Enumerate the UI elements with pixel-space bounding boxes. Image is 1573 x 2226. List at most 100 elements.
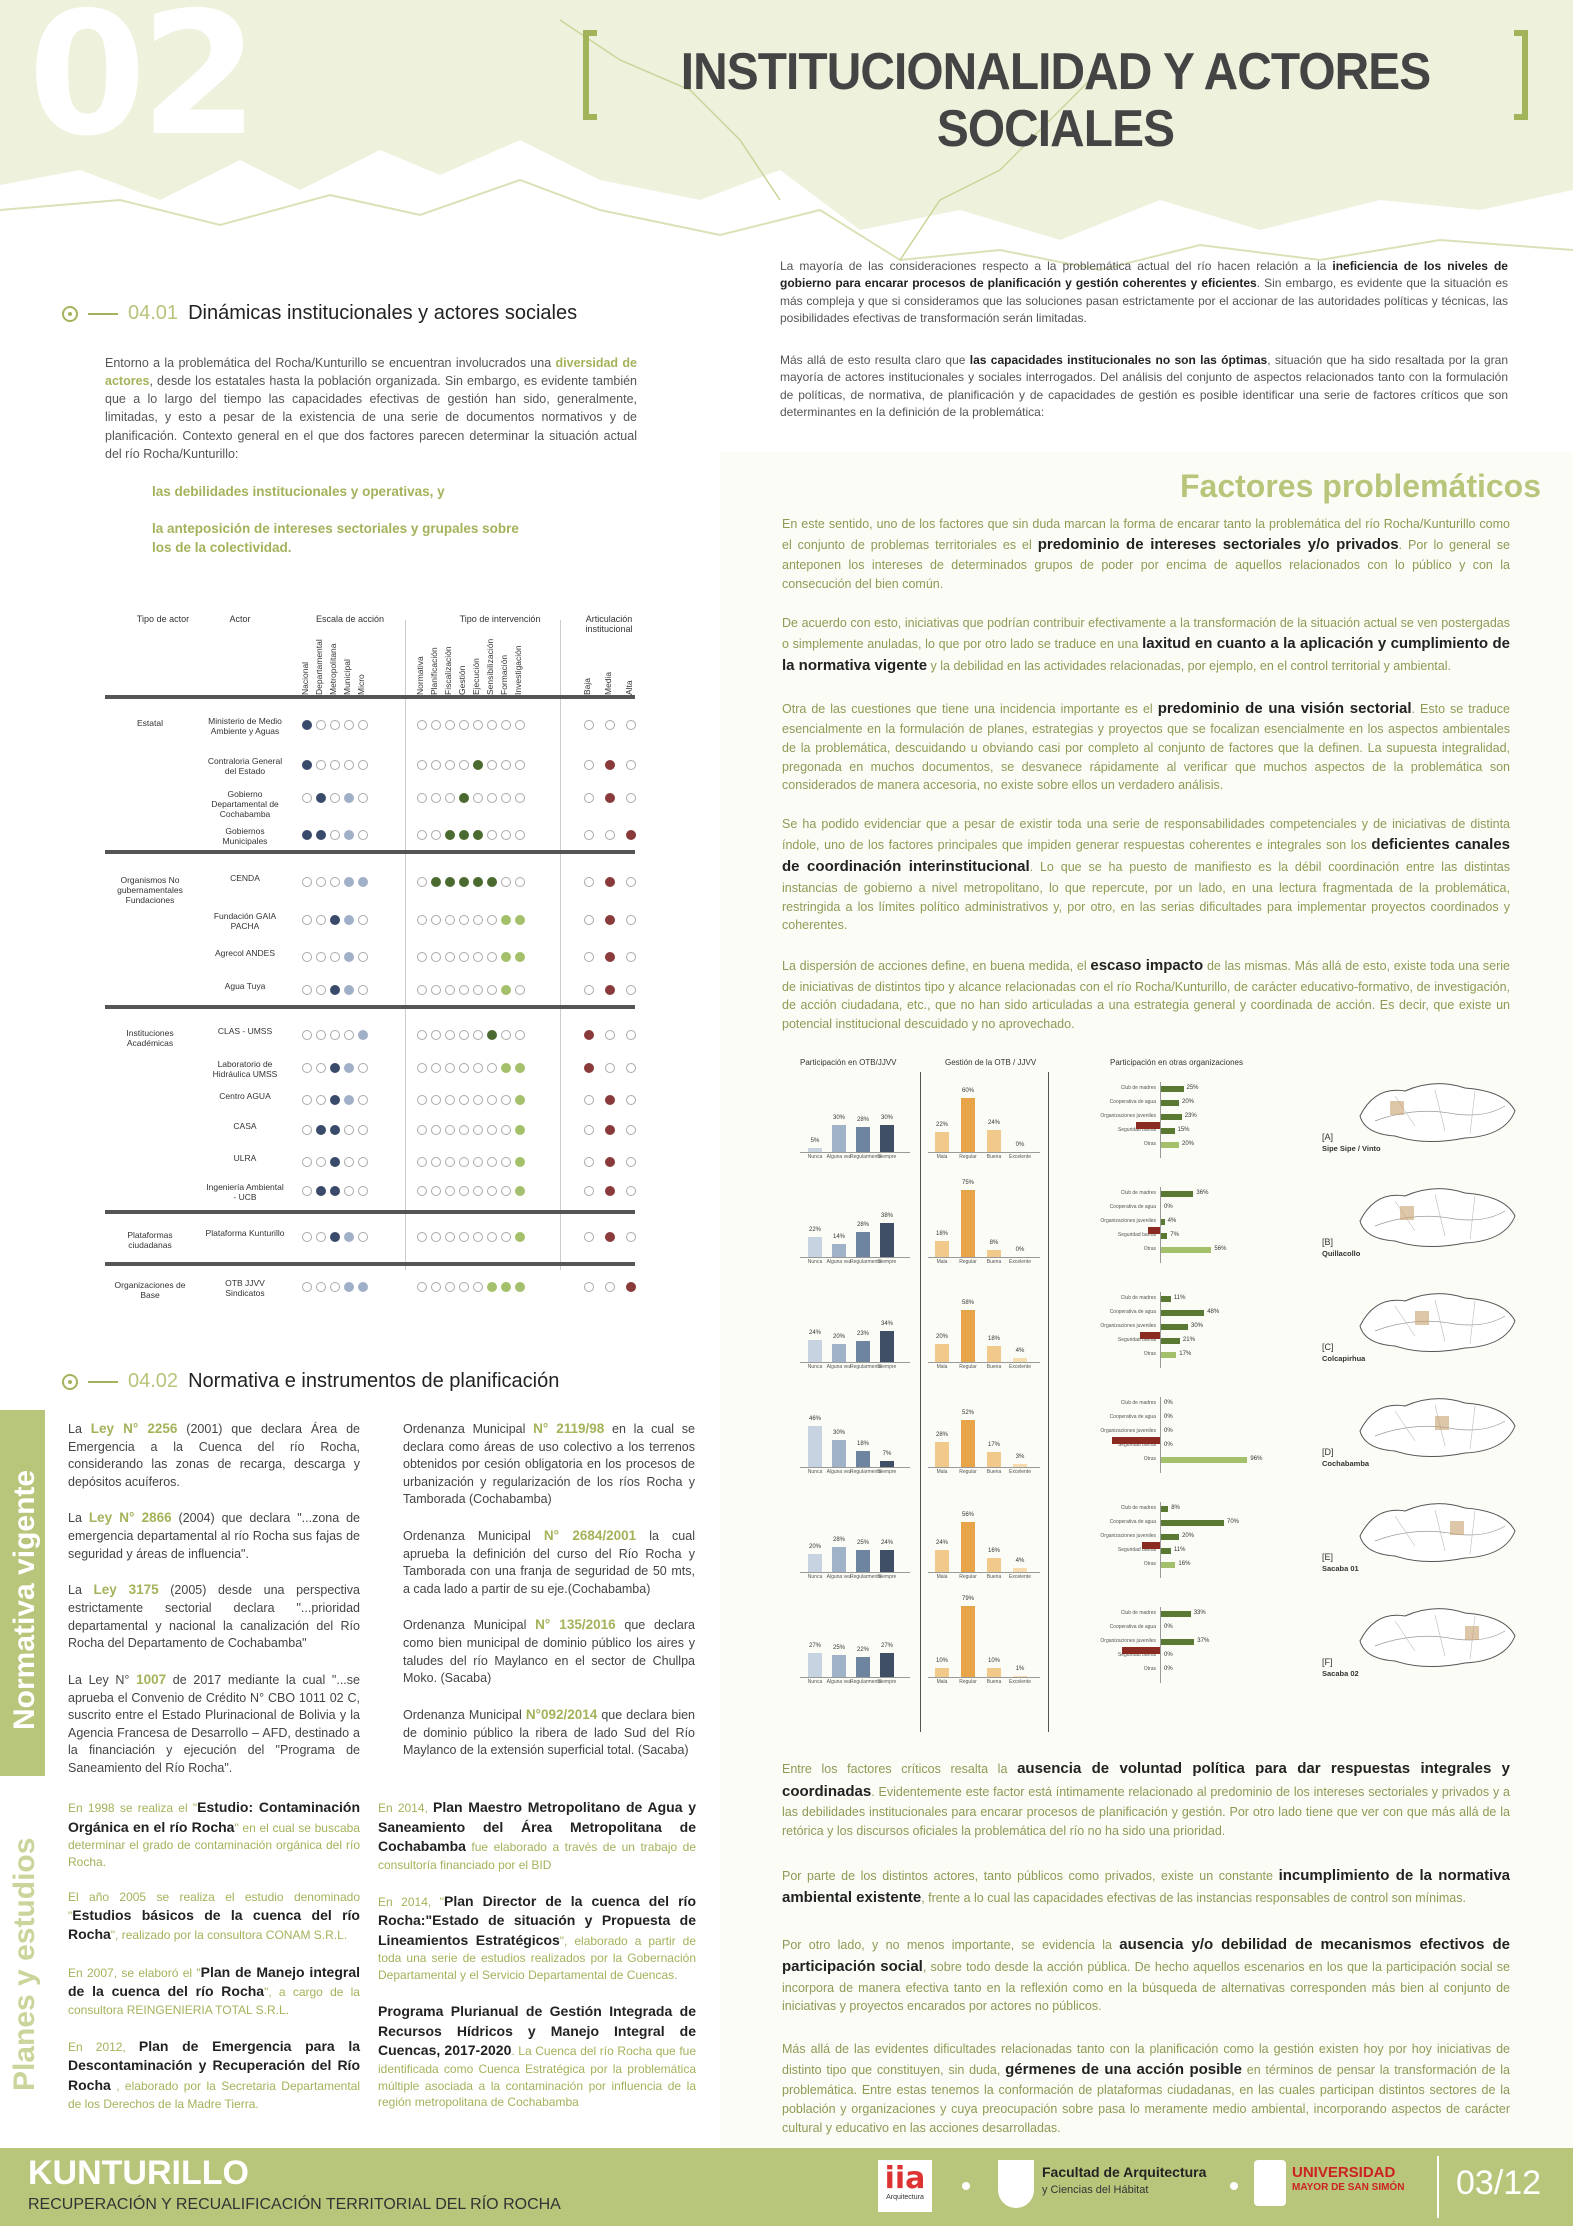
axis-line — [928, 1467, 1040, 1468]
bar-participacion — [808, 1652, 822, 1677]
empty-dot — [473, 720, 483, 730]
empty-dot — [330, 877, 340, 887]
bar-gestion — [935, 1441, 949, 1467]
zone-name: Sacaba 01 — [1322, 1564, 1359, 1573]
tick-label: Excelente — [1009, 1364, 1031, 1370]
empty-dot — [330, 1030, 340, 1040]
tick-label: Cooperativa de agua — [1109, 1414, 1156, 1420]
empty-dot — [358, 1095, 368, 1105]
bar-gestion — [987, 1249, 1001, 1257]
tick-label: Alguna vez — [826, 1259, 852, 1265]
column-label: Metropolitana — [328, 643, 338, 695]
actor-name: Gobierno Departamental de Cochabamba — [211, 789, 279, 820]
bar-otras — [1161, 1142, 1179, 1148]
tick-label: Mala — [936, 1259, 948, 1265]
bar-label: 28% — [856, 1116, 869, 1123]
tick-label: Regularmente — [850, 1574, 882, 1580]
empty-dot — [344, 1157, 354, 1167]
filled-dot — [605, 1186, 615, 1196]
bar-label: 30% — [832, 1115, 845, 1121]
tick-label: Nunca — [807, 1469, 823, 1475]
empty-dot — [445, 760, 455, 770]
filled-dot — [316, 830, 326, 840]
right-bracket — [1514, 30, 1528, 120]
empty-dot — [431, 915, 441, 925]
empty-dot — [302, 1063, 312, 1073]
empty-dot — [473, 915, 483, 925]
zone-map — [1355, 1181, 1520, 1251]
university-crest-icon — [1254, 2160, 1286, 2206]
empty-dot — [358, 793, 368, 803]
actor-name: Laboratorio de Hidráulica UMSS — [212, 1059, 278, 1080]
empty-dot — [316, 952, 326, 962]
filled-dot — [344, 985, 354, 995]
empty-dot — [417, 1095, 427, 1105]
tick-label: Buena — [986, 1259, 1002, 1265]
empty-dot — [501, 793, 511, 803]
filled-dot — [473, 877, 483, 887]
factor-paragraph: La dispersión de acciones define, en bue… — [782, 957, 1510, 1031]
bar-gestion — [961, 1098, 975, 1152]
tick-label: Seguridad barrial — [1117, 1652, 1156, 1658]
bar-gestion — [935, 1550, 949, 1572]
empty-dot — [584, 1125, 594, 1135]
factor-paragraph: Otra de las cuestiones que tiene una inc… — [782, 699, 1510, 793]
empty-dot — [605, 720, 615, 730]
bar-label: 28% — [935, 1431, 948, 1438]
empty-dot — [501, 760, 511, 770]
filled-dot — [605, 793, 615, 803]
bar-label: 52% — [961, 1410, 974, 1417]
bar-label: 4% — [1015, 1348, 1025, 1355]
empty-dot — [487, 830, 497, 840]
filled-dot — [626, 830, 636, 840]
group-divider — [105, 1005, 635, 1009]
filled-dot — [501, 1282, 511, 1292]
empty-dot — [473, 1232, 483, 1242]
filled-dot — [515, 915, 525, 925]
bar-label: 22% — [856, 1647, 869, 1654]
empty-dot — [330, 830, 340, 840]
empty-dot — [316, 1282, 326, 1292]
tick-label: Buena — [986, 1679, 1002, 1685]
bar-label: 10% — [935, 1658, 948, 1664]
bar-label: 22% — [808, 1227, 821, 1234]
axis-line — [1160, 1397, 1161, 1473]
filled-dot — [358, 877, 368, 887]
tick-label: Regular — [959, 1259, 977, 1265]
empty-dot — [417, 793, 427, 803]
empty-dot — [316, 985, 326, 995]
tick-label: Excelente — [1009, 1154, 1031, 1160]
bar-gestion — [961, 1189, 975, 1257]
empty-dot — [417, 915, 427, 925]
axis-line — [928, 1257, 1040, 1258]
tick-label: Organizaciones juveniles — [1100, 1323, 1156, 1329]
bar-no-participa — [1136, 1122, 1160, 1129]
filled-dot — [344, 793, 354, 803]
actor-type: Instituciones Académicas — [126, 1028, 174, 1049]
bar-label: 37% — [1197, 1638, 1210, 1644]
empty-dot — [316, 720, 326, 730]
bar-label: 75% — [961, 1179, 974, 1186]
plan-item: En 2007, se elaboró el "Plan de Manejo i… — [68, 1963, 360, 2017]
empty-dot — [487, 952, 497, 962]
header-band: 02 INSTITUCIONALIDAD Y ACTORES SOCIALES — [0, 0, 1573, 290]
empty-dot — [417, 985, 427, 995]
bar-otras — [1161, 1562, 1176, 1568]
bar-label: 18% — [856, 1440, 869, 1447]
empty-dot — [605, 1030, 615, 1040]
tick-label: Club de madres — [1120, 1610, 1156, 1616]
tick-label: Siempre — [877, 1469, 897, 1475]
bar-gestion — [961, 1521, 975, 1572]
factor-paragraph: Por otro lado, y no menos importante, se… — [782, 1935, 1511, 2014]
empty-dot — [473, 1125, 483, 1135]
axis-line — [1160, 1082, 1161, 1158]
empty-dot — [445, 793, 455, 803]
bar-gestion — [1013, 1676, 1027, 1677]
bar-no-participa — [1142, 1542, 1160, 1549]
law-item: La Ley N° 1007 de 2017 mediante la cual … — [68, 1671, 360, 1775]
bar-participacion — [808, 1425, 822, 1467]
actor-name: CASA — [233, 1121, 257, 1131]
bar-participacion — [880, 1550, 894, 1572]
bar-label: 30% — [832, 1430, 845, 1436]
filled-dot — [626, 1282, 636, 1292]
